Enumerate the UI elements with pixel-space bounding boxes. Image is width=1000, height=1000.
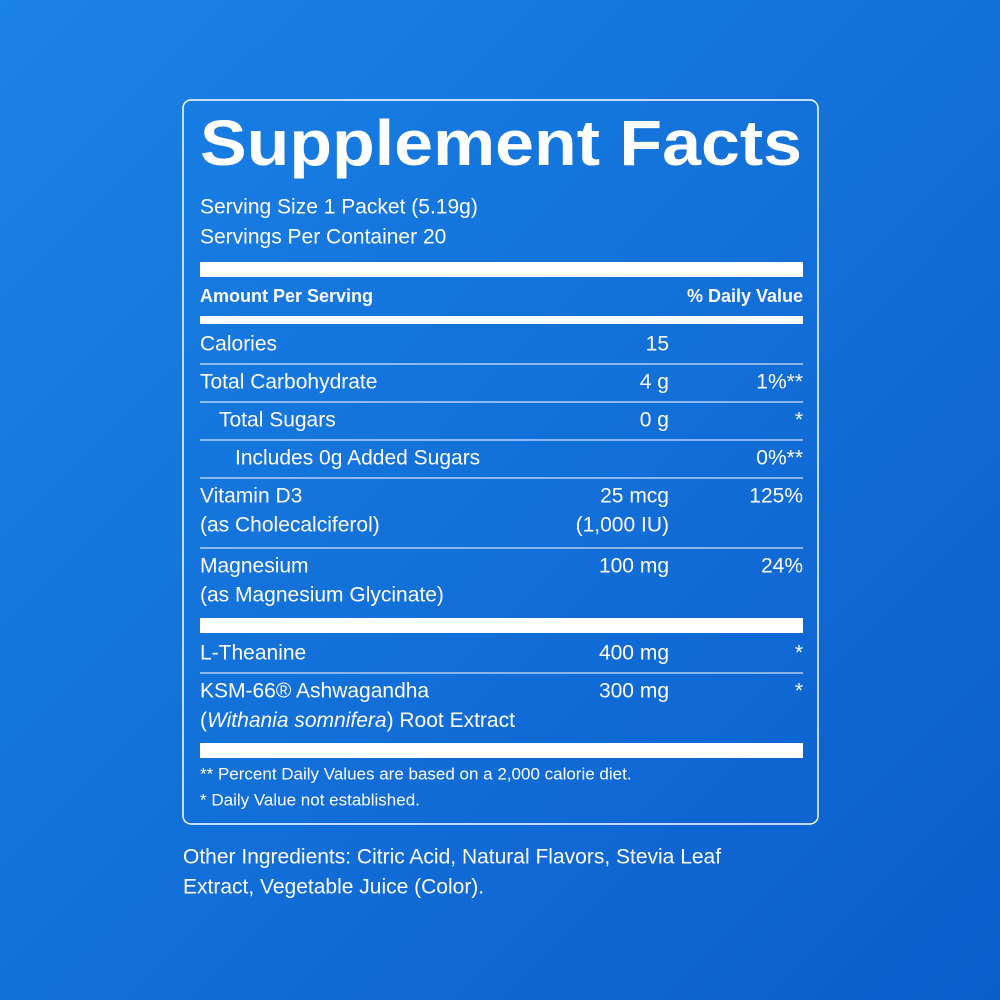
row-divider <box>200 547 803 549</box>
row-label: Calories <box>200 333 277 356</box>
row-label: (as Cholecalciferol) <box>200 514 380 537</box>
row-divider <box>200 363 803 365</box>
row-amount: 300 mg <box>599 680 669 703</box>
row-daily-value: 0%** <box>756 447 803 470</box>
other-ingredients: Extract, Vegetable Juice (Color). <box>183 876 484 899</box>
thick-bar <box>200 743 803 758</box>
header-daily-value: % Daily Value <box>687 286 803 306</box>
row-label: Vitamin D3 <box>200 485 302 508</box>
row-daily-value: * <box>795 409 803 432</box>
label-segment: Withania somnifera <box>207 709 387 732</box>
header-amount: Amount Per Serving <box>200 286 373 306</box>
row-amount: 100 mg <box>599 555 669 578</box>
row-daily-value: 1%** <box>756 371 803 394</box>
row-label: KSM-66® Ashwagandha <box>200 680 429 703</box>
row-label: Magnesium <box>200 555 309 578</box>
row-daily-value: * <box>795 642 803 665</box>
footnote: ** Percent Daily Values are based on a 2… <box>200 764 632 783</box>
row-daily-value: 24% <box>761 555 803 578</box>
thick-bar <box>200 262 803 277</box>
row-label: Includes 0g Added Sugars <box>235 447 480 470</box>
row-label: (as Magnesium Glycinate) <box>200 584 444 607</box>
row-amount: 25 mcg <box>600 485 669 508</box>
other-ingredients: Other Ingredients: Citric Acid, Natural … <box>183 846 721 869</box>
row-amount: 15 <box>646 333 669 356</box>
label-box <box>182 99 819 825</box>
row-amount: 0 g <box>640 409 669 432</box>
row-divider <box>200 439 803 441</box>
row-divider <box>200 401 803 403</box>
row-label: L-Theanine <box>200 642 306 665</box>
row-amount: (1,000 IU) <box>576 514 669 537</box>
row-label: Total Carbohydrate <box>200 371 377 394</box>
serving-size: Serving Size 1 Packet (5.19g) <box>200 196 478 219</box>
label-segment: ) Root Extract <box>387 709 516 732</box>
thick-bar <box>200 618 803 633</box>
title: Supplement Facts <box>200 107 802 179</box>
row-amount: 400 mg <box>599 642 669 665</box>
row-daily-value: * <box>795 680 803 703</box>
row-label: (Withania somnifera) Root Extract <box>200 709 515 732</box>
row-divider <box>200 477 803 479</box>
row-daily-value: 125% <box>749 485 803 508</box>
label-segment: ( <box>200 709 207 732</box>
footnote: * Daily Value not established. <box>200 790 420 809</box>
servings-per-container: Servings Per Container 20 <box>200 226 446 249</box>
row-amount: 4 g <box>640 371 669 394</box>
row-label: Total Sugars <box>219 409 336 432</box>
row-divider <box>200 672 803 674</box>
medium-bar <box>200 316 803 324</box>
